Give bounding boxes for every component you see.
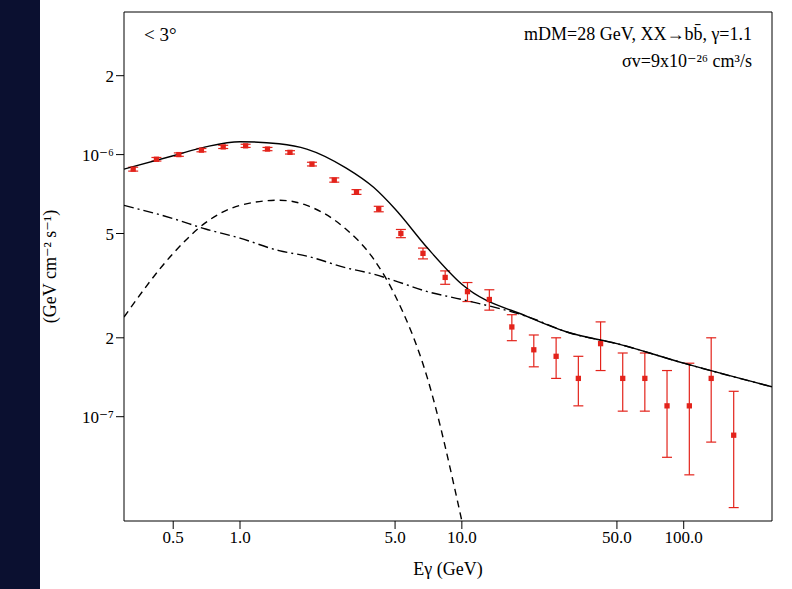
html-text:< 3°: < 3°	[144, 24, 177, 45]
svg-text:10.0: 10.0	[447, 528, 477, 547]
svg-text:10⁻⁶: 10⁻⁶	[82, 146, 114, 165]
svg-text:10⁻⁷: 10⁻⁷	[82, 408, 114, 427]
svg-text:100.0: 100.0	[665, 528, 703, 547]
svg-text:(GeV cm⁻² s⁻¹): (GeV cm⁻² s⁻¹)	[40, 210, 61, 323]
html-text:σv=9x10⁻²⁶ cm³/s: σv=9x10⁻²⁶ cm³/s	[622, 51, 752, 71]
svg-text:5: 5	[106, 225, 115, 244]
svg-text:0.5: 0.5	[163, 528, 184, 547]
svg-text:Eγ (GeV): Eγ (GeV)	[413, 559, 482, 580]
svg-text:50.0: 50.0	[602, 528, 632, 547]
svg-text:2: 2	[106, 329, 115, 348]
svg-text:1.0: 1.0	[229, 528, 250, 547]
svg-text:5.0: 5.0	[384, 528, 405, 547]
svg-text:2: 2	[106, 67, 115, 86]
html-text:mDM=28 GeV, XX→bb̄, γ=1.1: mDM=28 GeV, XX→bb̄, γ=1.1	[524, 24, 752, 44]
